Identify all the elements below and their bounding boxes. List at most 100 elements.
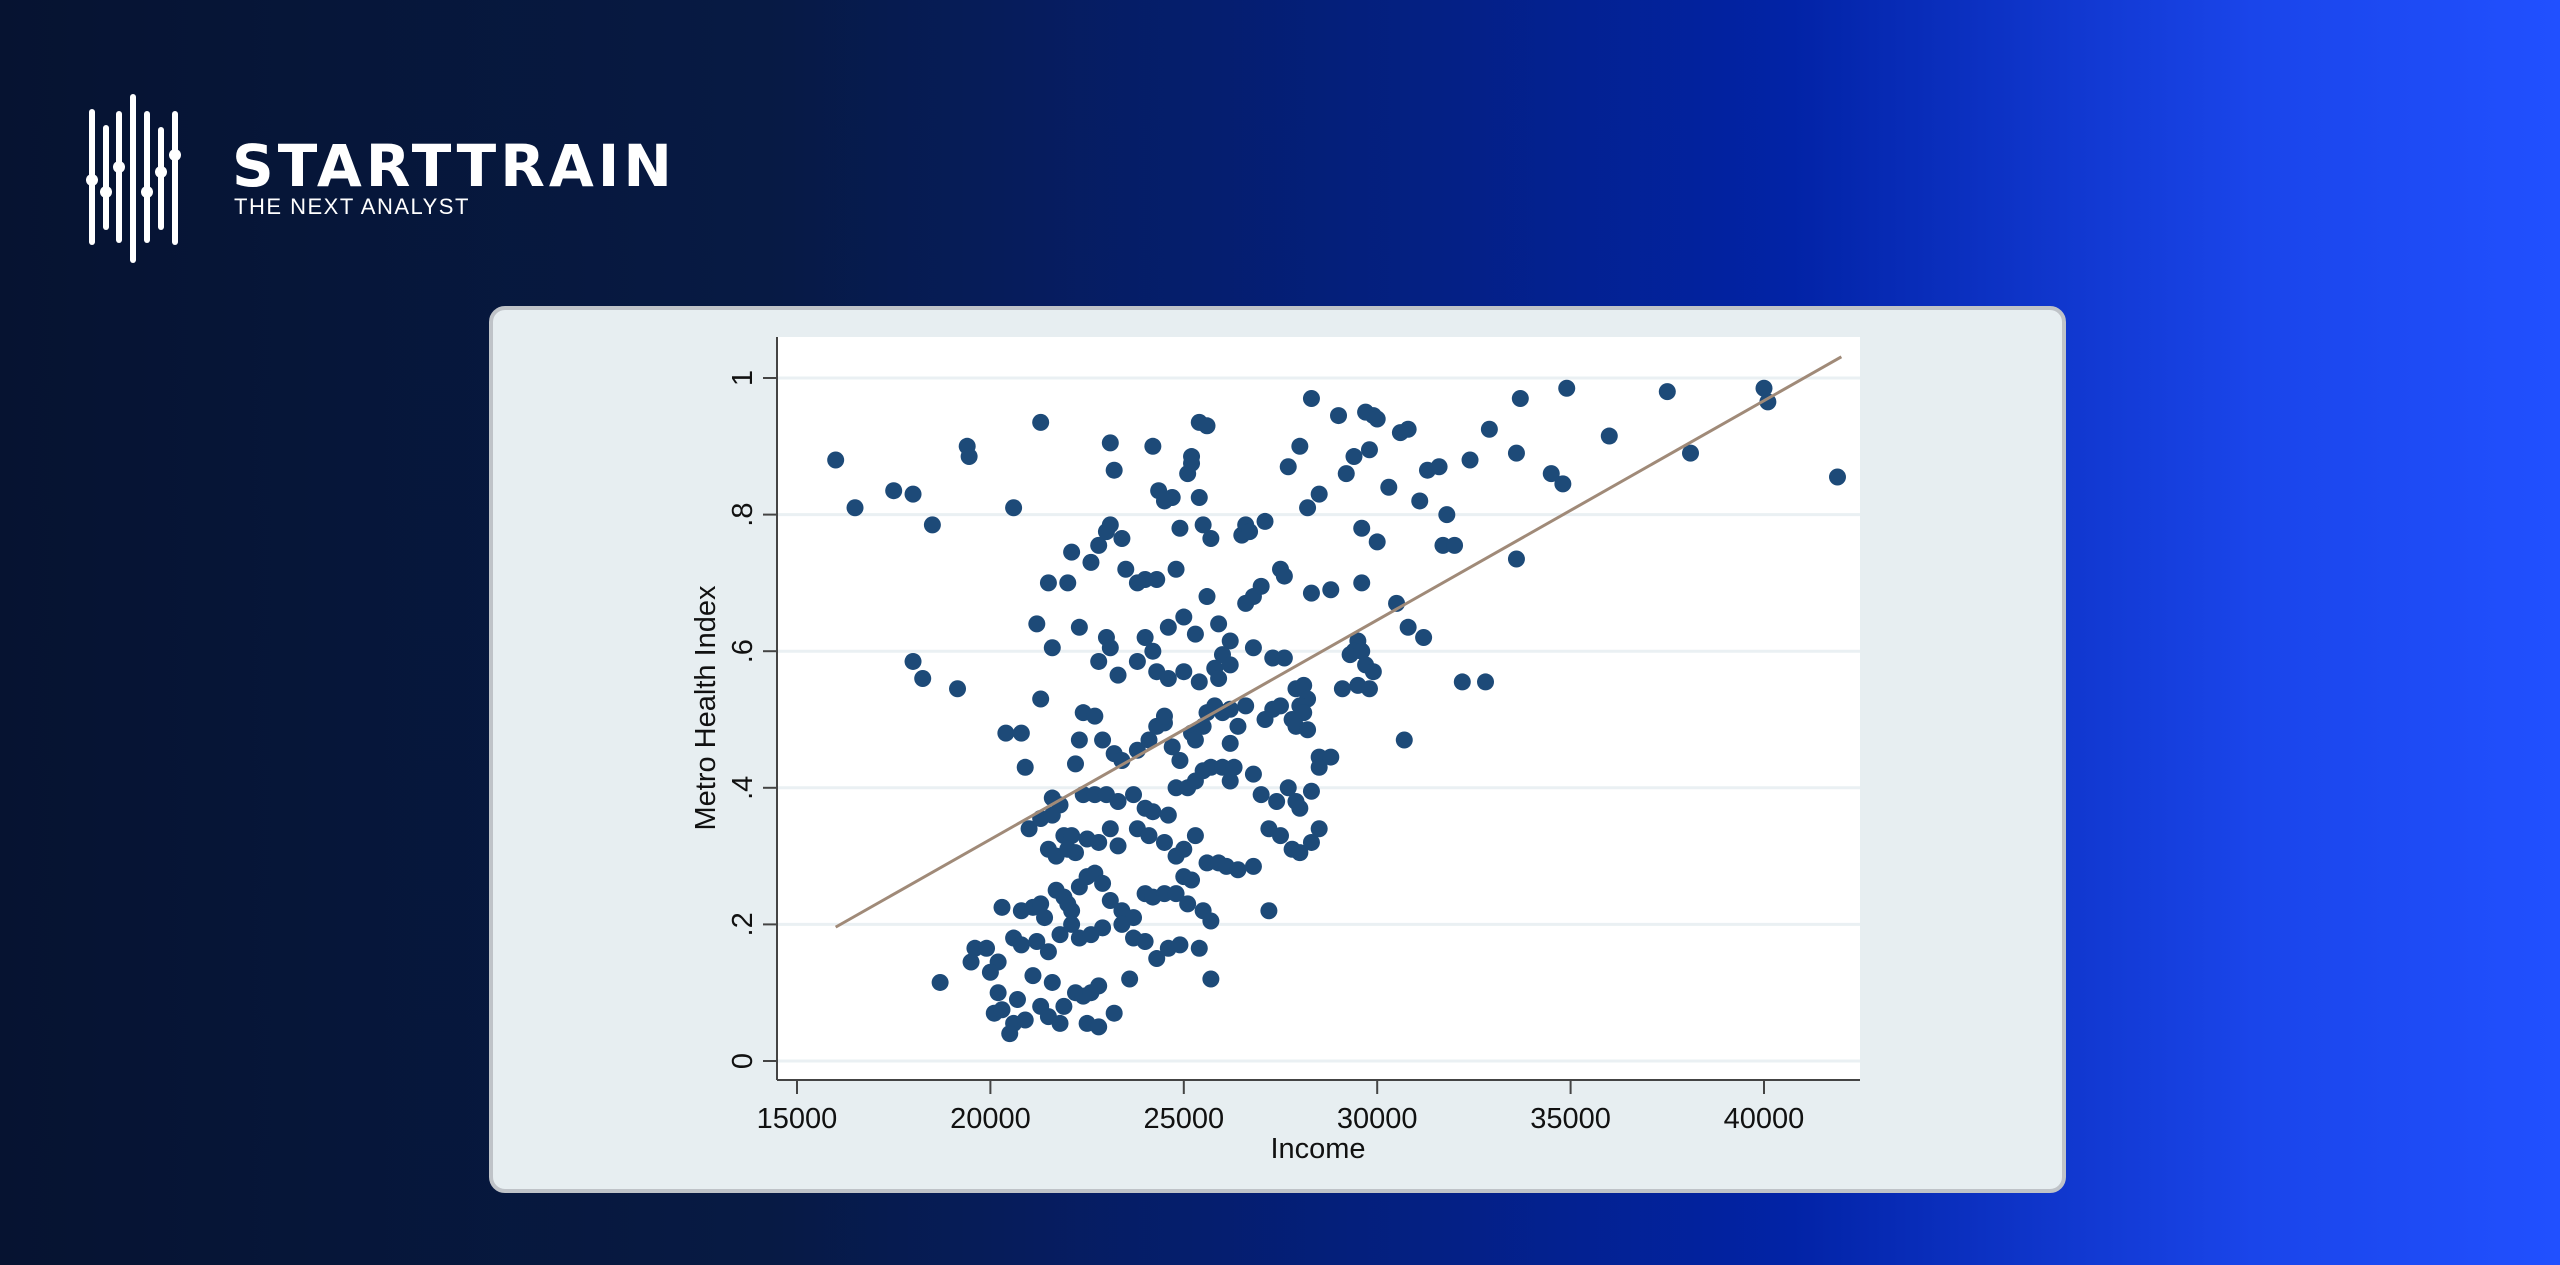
data-point bbox=[1012, 936, 1030, 954]
data-point bbox=[1032, 895, 1050, 913]
data-point bbox=[1036, 909, 1054, 927]
data-point bbox=[1155, 492, 1173, 510]
data-point bbox=[1299, 721, 1317, 739]
data-point bbox=[1051, 926, 1069, 944]
data-point bbox=[1194, 516, 1212, 534]
data-point bbox=[997, 724, 1015, 742]
data-point bbox=[827, 451, 845, 469]
data-point bbox=[1159, 618, 1177, 636]
data-point bbox=[1828, 468, 1846, 486]
data-point bbox=[1171, 751, 1189, 769]
x-tick-label: 40000 bbox=[1724, 1103, 1805, 1135]
data-point bbox=[1039, 943, 1057, 961]
data-point bbox=[1183, 871, 1201, 889]
data-point bbox=[1202, 530, 1220, 548]
data-point bbox=[1136, 932, 1154, 950]
data-point bbox=[1063, 543, 1081, 561]
data-point bbox=[1244, 639, 1262, 657]
data-point bbox=[1364, 663, 1382, 681]
data-point bbox=[1225, 758, 1243, 776]
plot-area bbox=[777, 337, 1860, 1080]
data-point bbox=[981, 963, 999, 981]
data-point bbox=[1558, 379, 1576, 397]
brand-name: STARTTRAIN bbox=[232, 132, 676, 200]
data-point bbox=[1113, 915, 1131, 933]
data-point bbox=[1101, 820, 1119, 838]
data-point bbox=[1430, 458, 1448, 476]
data-point bbox=[1755, 379, 1773, 397]
y-tick-label: 0 bbox=[727, 1053, 759, 1069]
data-point bbox=[1090, 1018, 1108, 1036]
brand-logo: STARTTRAIN THE NEXT ANALYST bbox=[86, 92, 686, 272]
data-point bbox=[1039, 574, 1057, 592]
data-point bbox=[1658, 383, 1676, 401]
data-point bbox=[1229, 717, 1247, 735]
x-tick-label: 20000 bbox=[950, 1103, 1031, 1135]
data-point bbox=[1198, 417, 1216, 435]
data-point bbox=[1148, 663, 1166, 681]
data-point bbox=[1086, 707, 1104, 725]
data-point bbox=[1507, 550, 1525, 568]
y-tick-label: .2 bbox=[727, 912, 759, 936]
data-point bbox=[1279, 458, 1297, 476]
fit-line bbox=[834, 355, 1843, 929]
data-point bbox=[1302, 389, 1320, 407]
data-point bbox=[1032, 413, 1050, 431]
data-point bbox=[1190, 939, 1208, 957]
data-point bbox=[1507, 444, 1525, 462]
data-point bbox=[1070, 618, 1088, 636]
data-point bbox=[1221, 734, 1239, 752]
data-point bbox=[1302, 584, 1320, 602]
data-point bbox=[1005, 499, 1023, 517]
data-point bbox=[1411, 492, 1429, 510]
data-point bbox=[1190, 489, 1208, 507]
data-point bbox=[1043, 973, 1061, 991]
data-point bbox=[1109, 792, 1127, 810]
data-point bbox=[1121, 970, 1139, 988]
data-point bbox=[1082, 553, 1100, 571]
data-point bbox=[1322, 581, 1340, 599]
data-point bbox=[1453, 673, 1471, 691]
data-point bbox=[1140, 827, 1158, 845]
data-point bbox=[1353, 642, 1371, 660]
data-point bbox=[1043, 806, 1061, 824]
data-point bbox=[1302, 833, 1320, 851]
data-point bbox=[1109, 666, 1127, 684]
data-point bbox=[1016, 758, 1034, 776]
data-point bbox=[1043, 639, 1061, 657]
data-point bbox=[1322, 748, 1340, 766]
data-point bbox=[1399, 420, 1417, 438]
data-point bbox=[1299, 499, 1317, 517]
data-point bbox=[1268, 792, 1286, 810]
data-point bbox=[1094, 731, 1112, 749]
data-point bbox=[1171, 936, 1189, 954]
data-point bbox=[1221, 772, 1239, 790]
data-point bbox=[1024, 967, 1042, 985]
data-point bbox=[1260, 902, 1278, 920]
data-point bbox=[1066, 844, 1084, 862]
data-point bbox=[1066, 755, 1084, 773]
data-point bbox=[1198, 588, 1216, 606]
data-point bbox=[1295, 676, 1313, 694]
data-point bbox=[1272, 697, 1289, 715]
data-point bbox=[1155, 707, 1173, 725]
data-point bbox=[1070, 731, 1088, 749]
data-point bbox=[1094, 874, 1112, 892]
data-point bbox=[1016, 1011, 1034, 1029]
x-axis-title: Income bbox=[1270, 1133, 1365, 1165]
data-point bbox=[1109, 837, 1127, 855]
data-point bbox=[1175, 840, 1193, 858]
data-point bbox=[1461, 451, 1479, 469]
data-point bbox=[1167, 560, 1185, 578]
data-point bbox=[931, 973, 949, 991]
data-point bbox=[1113, 751, 1131, 769]
data-point bbox=[1101, 639, 1119, 657]
data-point bbox=[1090, 833, 1108, 851]
data-point bbox=[1682, 444, 1700, 462]
data-point bbox=[1105, 1004, 1123, 1022]
data-point bbox=[1090, 536, 1108, 554]
data-point bbox=[1028, 615, 1046, 633]
data-point bbox=[993, 1001, 1011, 1019]
x-tick-label: 15000 bbox=[757, 1103, 838, 1135]
data-point bbox=[1221, 632, 1239, 650]
